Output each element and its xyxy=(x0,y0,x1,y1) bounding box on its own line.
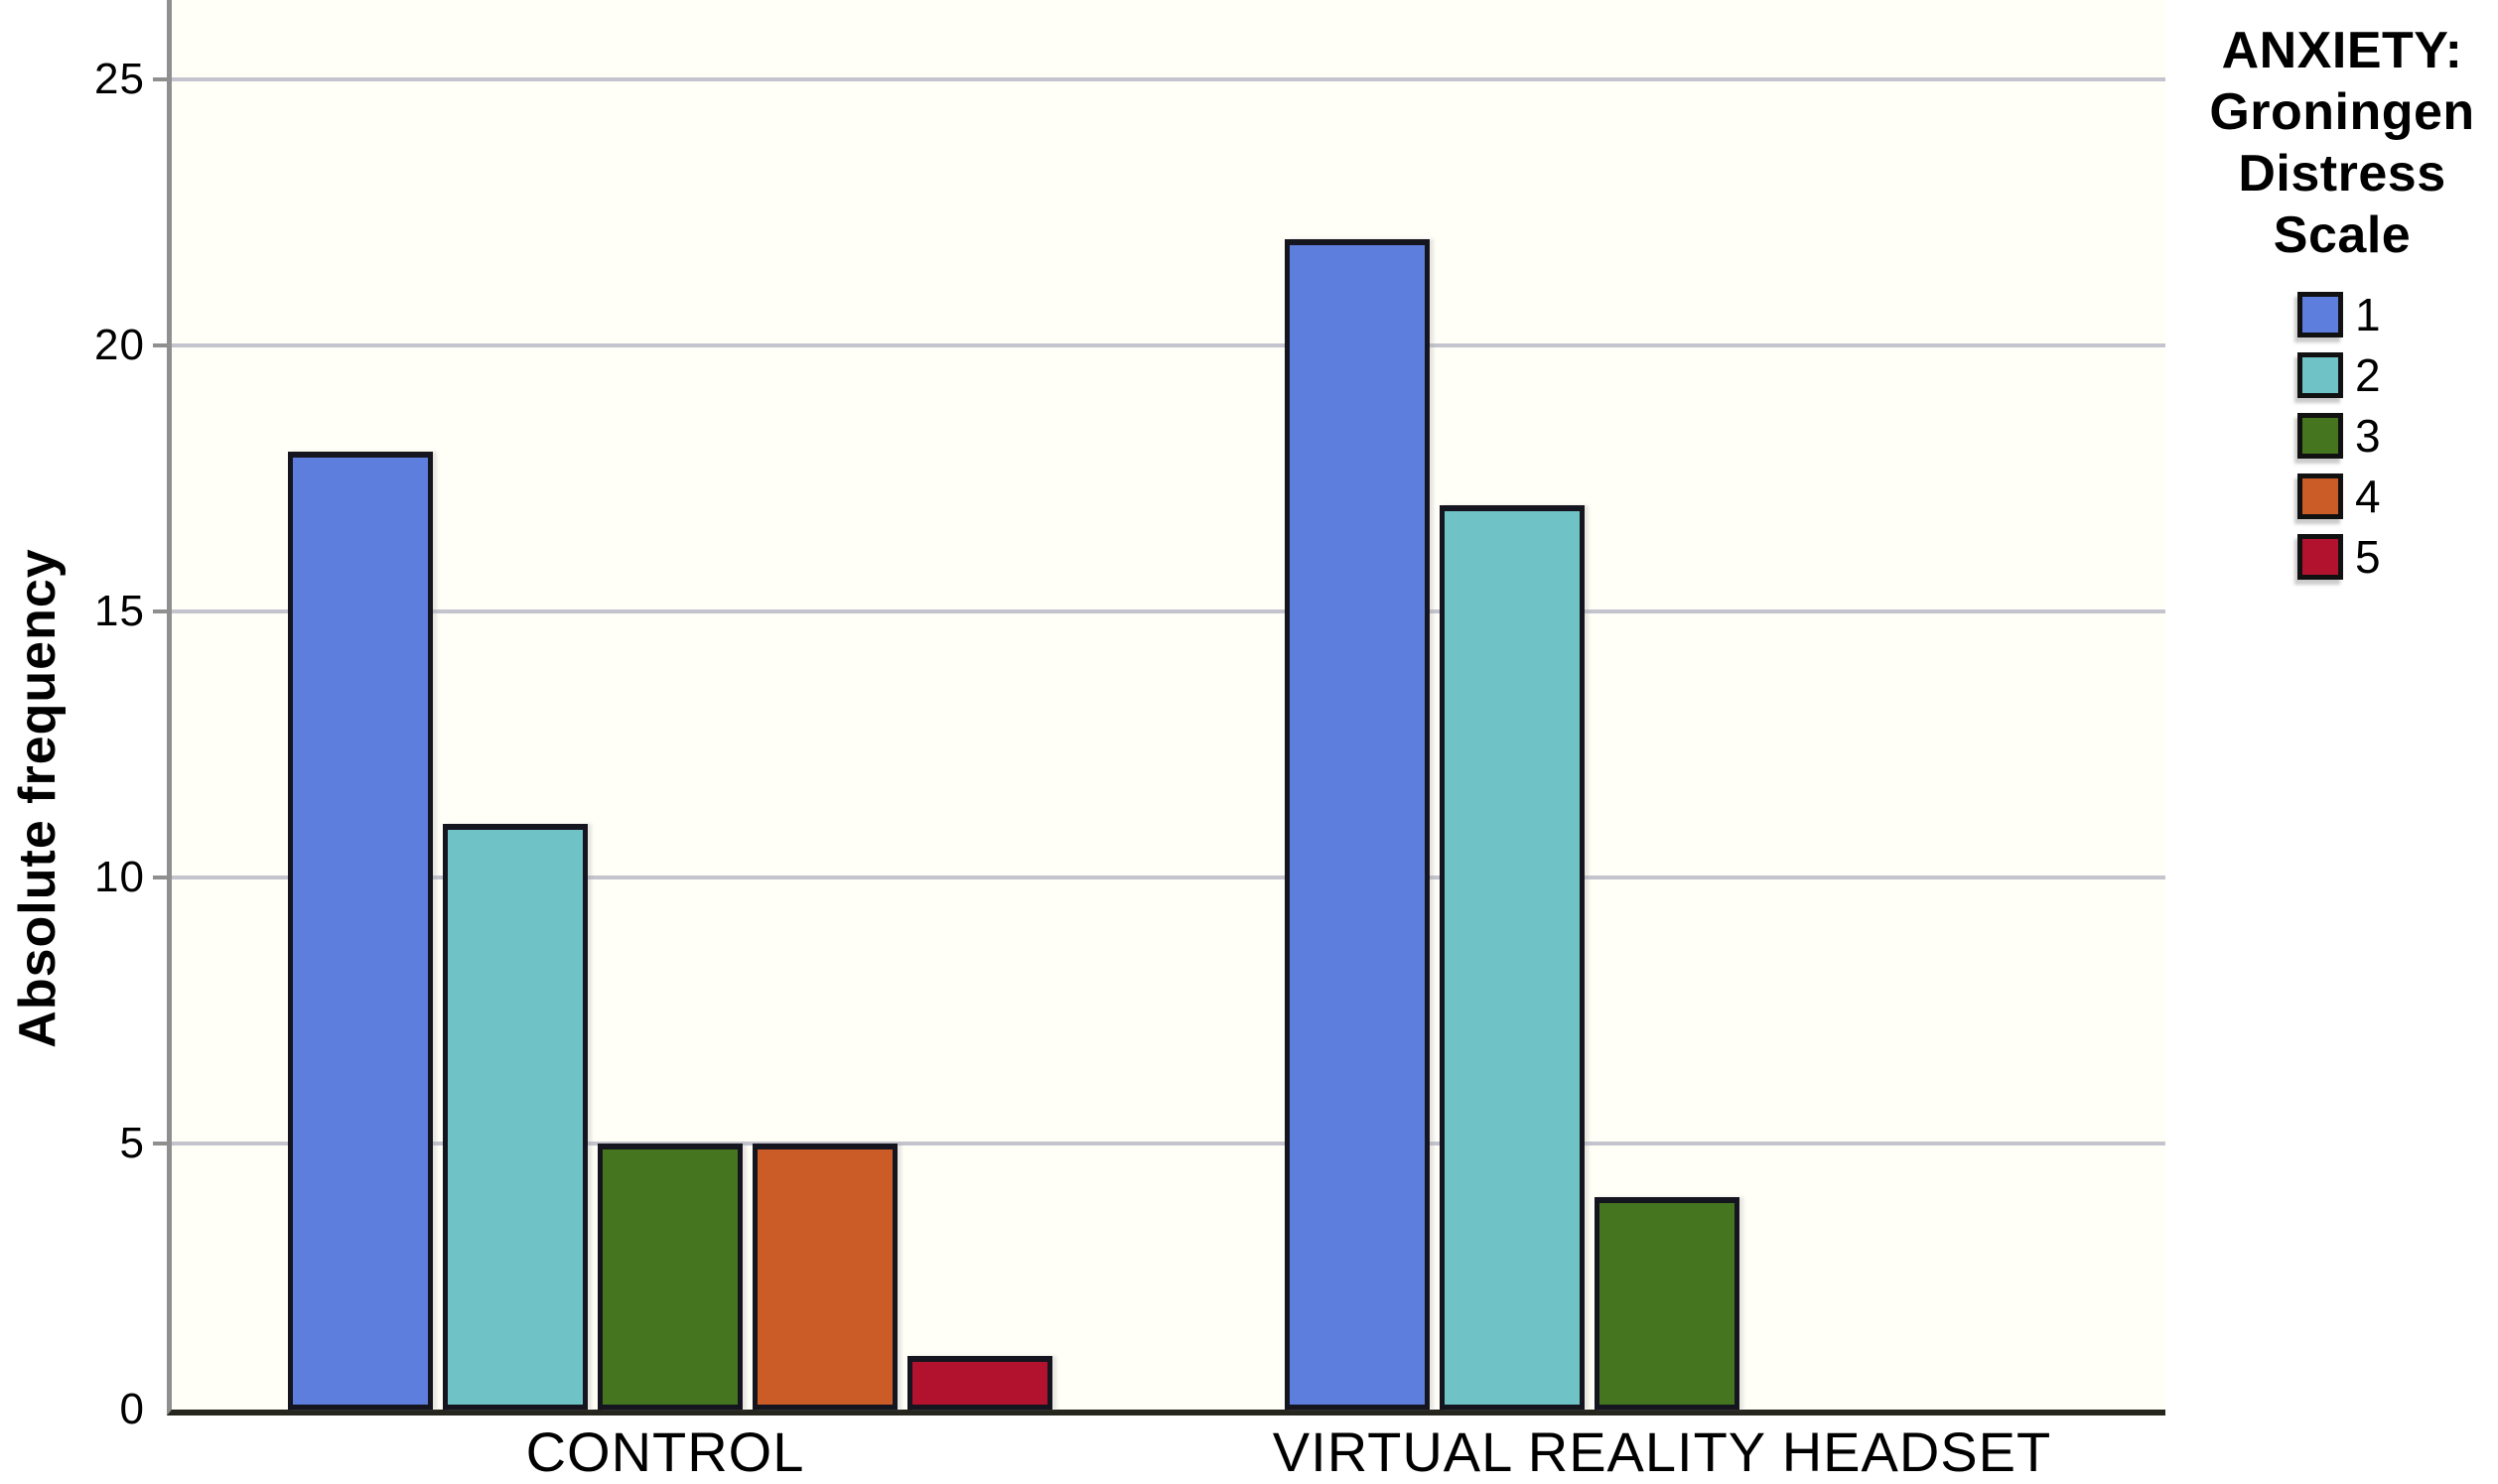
y-tick-mark xyxy=(153,876,167,879)
legend-label: 4 xyxy=(2355,471,2381,522)
bar-series-2-control xyxy=(443,824,588,1410)
y-tick-label: 20 xyxy=(94,321,145,369)
legend-title: Groningen xyxy=(2209,83,2475,141)
legend-title: Scale xyxy=(2273,206,2412,264)
legend: ANXIETY: Groningen Distress Scale 1 2 3 4 5 xyxy=(2190,20,2494,595)
y-tick-mark xyxy=(153,609,167,613)
legend-label: 2 xyxy=(2355,349,2381,401)
legend-entries: 1 2 3 4 5 xyxy=(2190,292,2494,580)
legend-label: 3 xyxy=(2355,410,2381,462)
bar-group-vr-headset xyxy=(1169,0,2165,1410)
legend-swatch-5 xyxy=(2297,534,2343,580)
x-category-label-vr-headset: VIRTUAL REALITY HEADSET xyxy=(1272,1420,2052,1483)
bar-series-3-virtual-reality-headset xyxy=(1595,1197,1739,1410)
y-tick-label: 15 xyxy=(94,587,145,635)
bar-series-5-control xyxy=(907,1356,1052,1410)
legend-title: Distress xyxy=(2238,145,2446,202)
legend-row-2: 2 xyxy=(2297,352,2494,398)
legend-row-4: 4 xyxy=(2297,473,2494,519)
plot-area xyxy=(153,0,2165,1416)
legend-label: 5 xyxy=(2355,531,2381,583)
legend-row-5: 5 xyxy=(2297,534,2494,580)
legend-swatch-2 xyxy=(2297,352,2343,398)
y-tick-label: 10 xyxy=(94,853,145,901)
y-axis-tick-labels: 0 5 10 15 20 25 xyxy=(0,0,149,1433)
bar-group-control xyxy=(172,0,1169,1410)
gridline-y-20 xyxy=(172,343,2165,347)
legend-swatch-3 xyxy=(2297,413,2343,459)
legend-row-1: 1 xyxy=(2297,292,2494,337)
gridline-y-10 xyxy=(172,876,2165,879)
legend-title: ANXIETY: xyxy=(2221,22,2463,79)
y-tick-label: 0 xyxy=(119,1385,145,1433)
x-category-label-control: CONTROL xyxy=(525,1420,805,1483)
y-tick-mark xyxy=(153,1142,167,1146)
y-tick-mark xyxy=(153,343,167,347)
y-tick-mark xyxy=(153,77,167,81)
legend-swatch-1 xyxy=(2297,292,2343,337)
legend-label: 1 xyxy=(2355,289,2381,340)
gridline-y-15 xyxy=(172,609,2165,613)
bar-series-1-control xyxy=(288,452,433,1410)
gridline-y-25 xyxy=(172,77,2165,81)
y-tick-label: 5 xyxy=(119,1119,145,1167)
bar-series-2-virtual-reality-headset xyxy=(1440,505,1585,1410)
y-tick-label: 25 xyxy=(94,55,145,103)
gridline-y-5 xyxy=(172,1142,2165,1146)
legend-swatch-4 xyxy=(2297,473,2343,519)
bar-series-3-control xyxy=(598,1144,743,1410)
bar-series-1-virtual-reality-headset xyxy=(1285,239,1430,1410)
legend-row-3: 3 xyxy=(2297,413,2494,459)
bar-series-4-control xyxy=(753,1144,898,1410)
